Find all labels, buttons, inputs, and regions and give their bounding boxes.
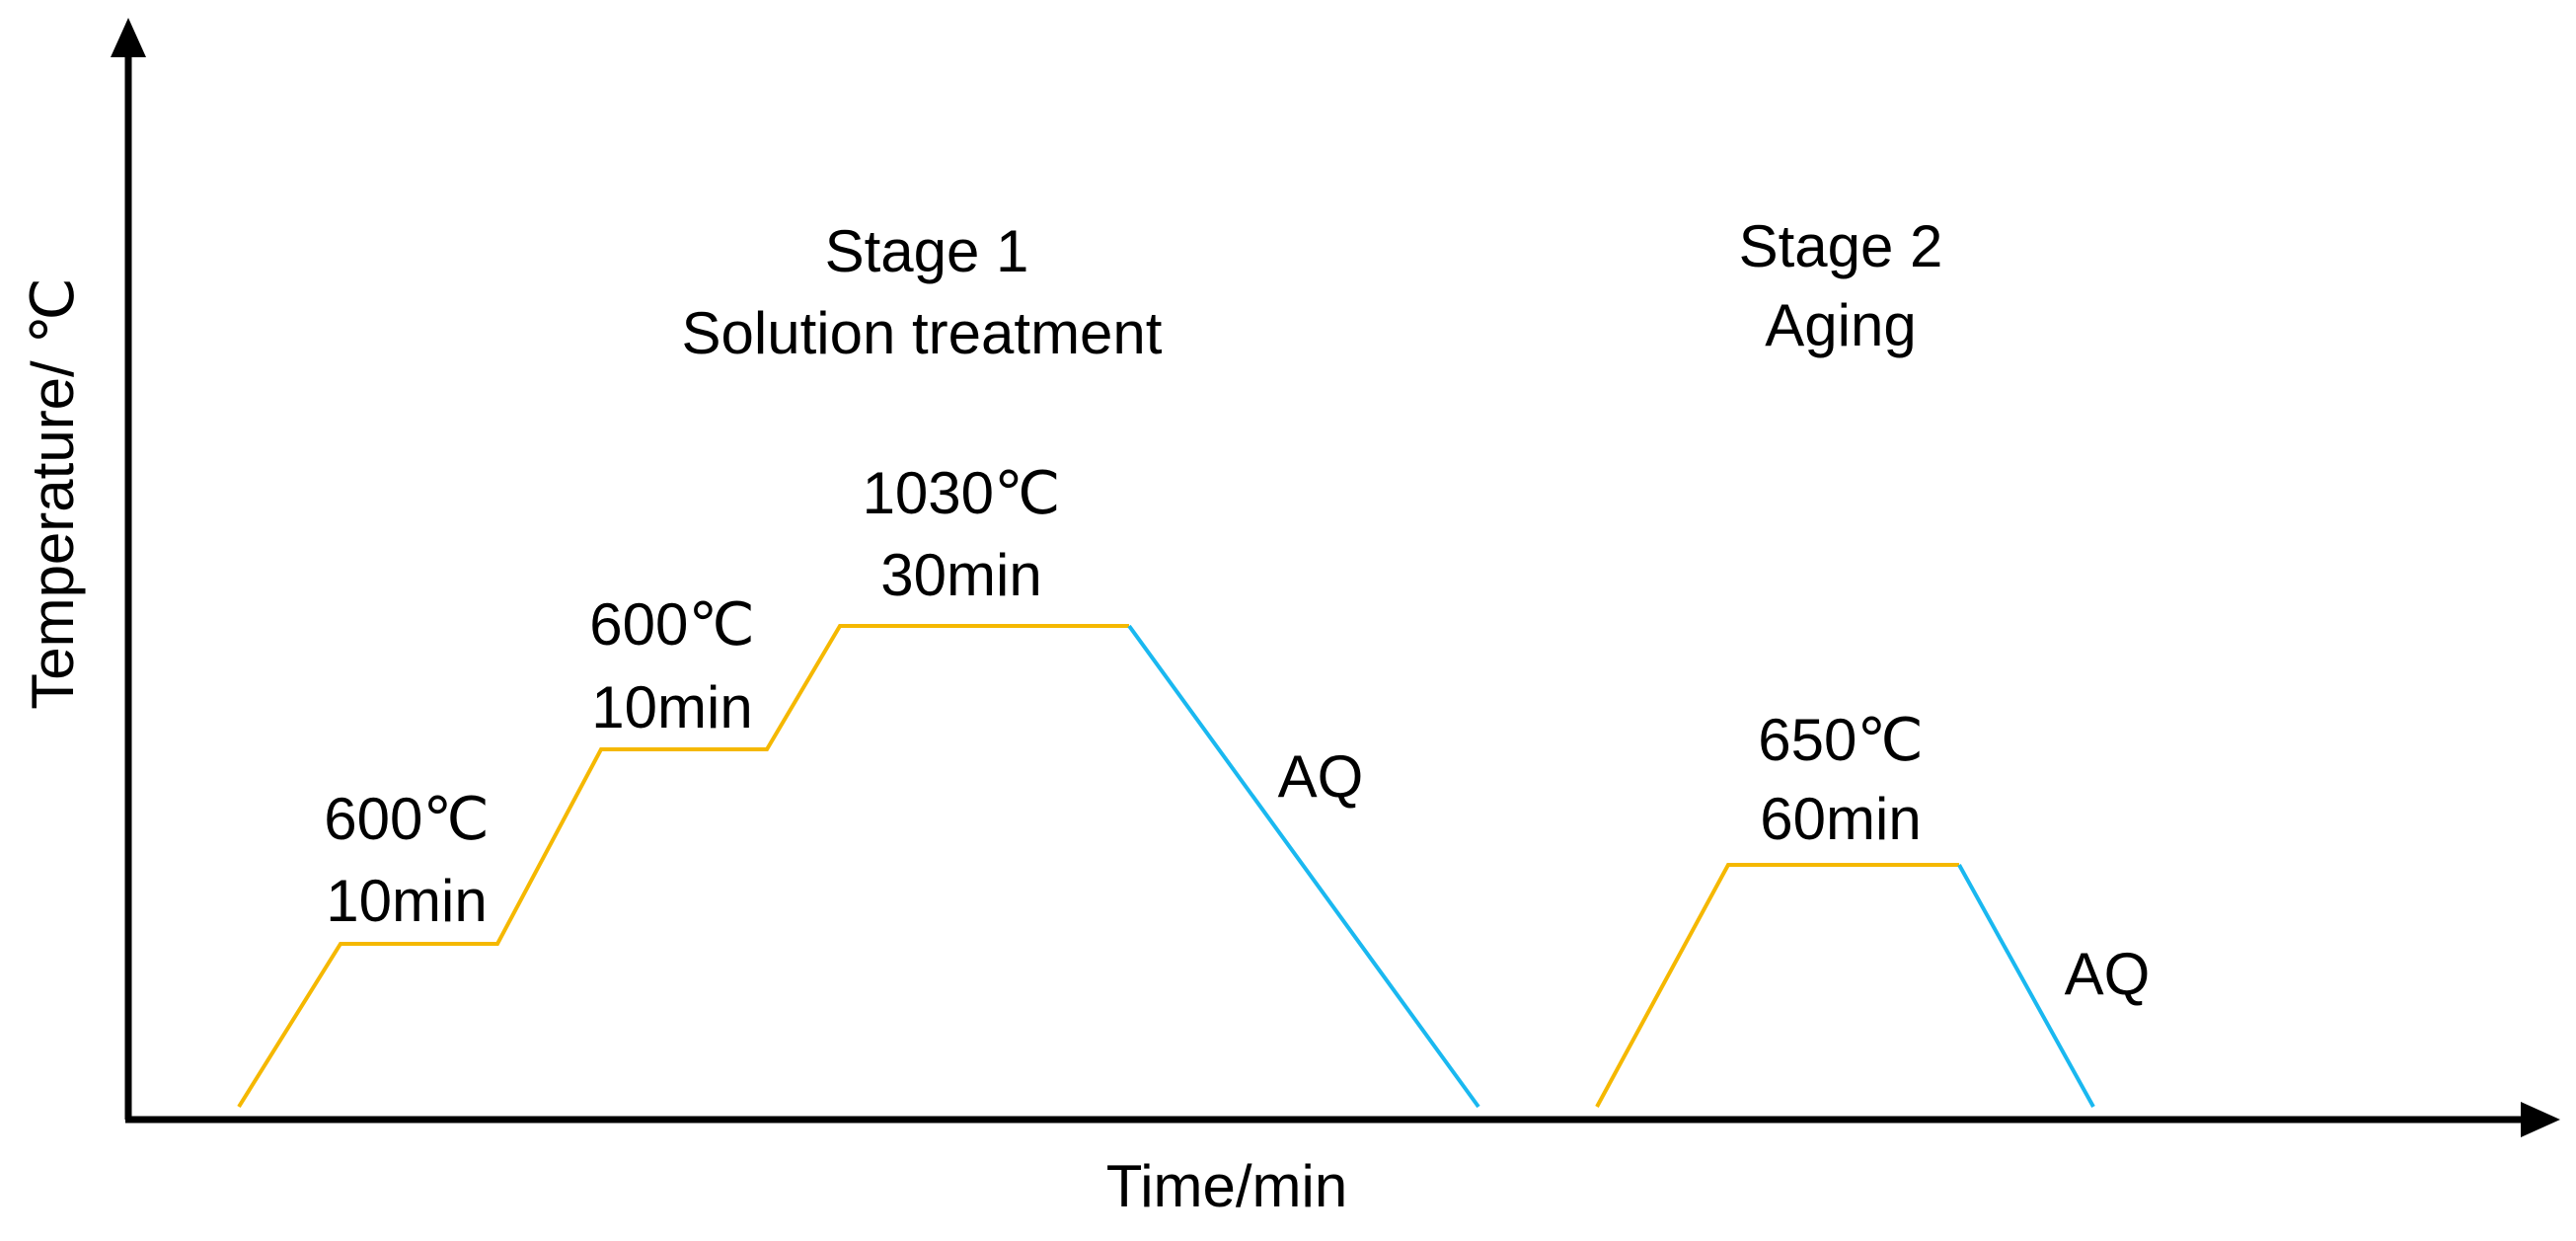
y-axis-label: Temperature/ ℃ [20, 277, 86, 710]
step-temperature: 600℃ [324, 786, 490, 852]
stage-title: Stage 2 [1739, 213, 1943, 279]
stage-subtitle: Aging [1765, 292, 1916, 358]
y-axis-arrow [111, 18, 146, 57]
stage1-quench [1127, 624, 1480, 1109]
step-temperature: 1030℃ [863, 460, 1061, 526]
quench-label: AQ [1278, 743, 1364, 810]
stage-title: Stage 1 [825, 218, 1029, 284]
x-axis-label: Time/min [1106, 1153, 1347, 1219]
quench-label: AQ [2065, 941, 2151, 1007]
step-time: 10min [326, 868, 487, 934]
step-time: 10min [591, 674, 752, 740]
stage1-heating [237, 624, 1129, 1109]
stage-subtitle: Solution treatment [682, 300, 1163, 366]
step-time: 60min [1760, 786, 1921, 852]
step-time: 30min [880, 542, 1041, 608]
step-temperature: 600℃ [589, 591, 755, 658]
stage2-heating [1595, 863, 1959, 1108]
stage2-quench [1957, 864, 2095, 1108]
step-temperature: 650℃ [1758, 707, 1924, 773]
x-axis-arrow [2521, 1102, 2560, 1137]
